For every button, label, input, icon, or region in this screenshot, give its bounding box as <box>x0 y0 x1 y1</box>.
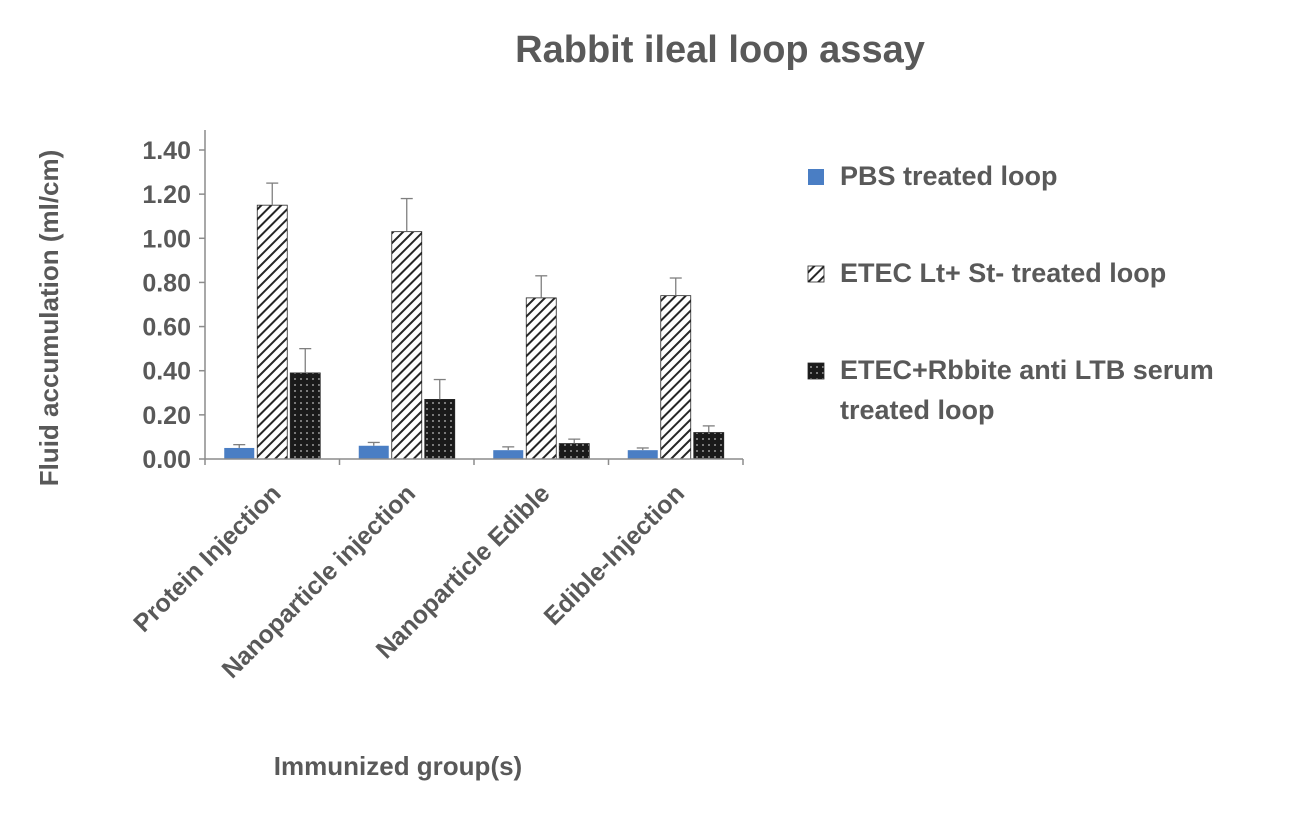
bar-pbs <box>627 450 658 459</box>
y-tick-label: 0.60 <box>142 314 191 342</box>
bar-pbs <box>493 450 524 459</box>
bar-etec-serum <box>558 443 590 460</box>
bar-etec-serum <box>693 432 725 460</box>
y-tick-label: 1.40 <box>142 137 191 165</box>
y-axis-title: Fluid accumulation (ml/cm) <box>34 150 64 487</box>
chart-title: Rabbit ileal loop assay <box>515 29 925 71</box>
bar-pbs <box>358 445 389 459</box>
plot-area <box>224 204 725 460</box>
legend-label: treated loop <box>840 395 995 425</box>
y-axis: 0.00 0.20 0.40 0.60 0.80 1.00 1.20 1.40 <box>142 130 206 474</box>
legend-swatch <box>807 362 825 380</box>
bar-etec-serum <box>424 399 456 460</box>
y-tick-label: 0.40 <box>142 358 191 386</box>
legend-label: ETEC+Rbbite anti LTB serum <box>840 355 1214 385</box>
x-tick-label: Edible-Injection <box>539 479 690 630</box>
bar-etec-serum <box>289 372 321 460</box>
bar-pbs <box>224 447 255 459</box>
legend-swatch <box>808 169 824 185</box>
error-bars <box>233 182 715 451</box>
legend-label: PBS treated loop <box>840 161 1058 191</box>
bar-etec <box>660 295 692 460</box>
y-tick-label: 0.20 <box>142 402 191 430</box>
x-axis-title: Immunized group(s) <box>274 751 522 781</box>
bar-etec <box>256 204 288 460</box>
x-tick-label: Protein Injection <box>128 479 286 637</box>
y-tick-label: 1.20 <box>142 181 191 209</box>
legend-label: ETEC Lt+ St- treated loop <box>840 258 1166 288</box>
bar-etec <box>525 297 557 460</box>
y-tick-label: 1.00 <box>142 225 191 253</box>
bar-etec <box>391 231 423 460</box>
legend: PBS treated loop ETEC Lt+ St- treated loo… <box>807 161 1214 425</box>
y-tick-label: 0.80 <box>142 269 191 297</box>
y-tick-label: 0.00 <box>142 446 191 474</box>
legend-swatch <box>807 265 825 283</box>
